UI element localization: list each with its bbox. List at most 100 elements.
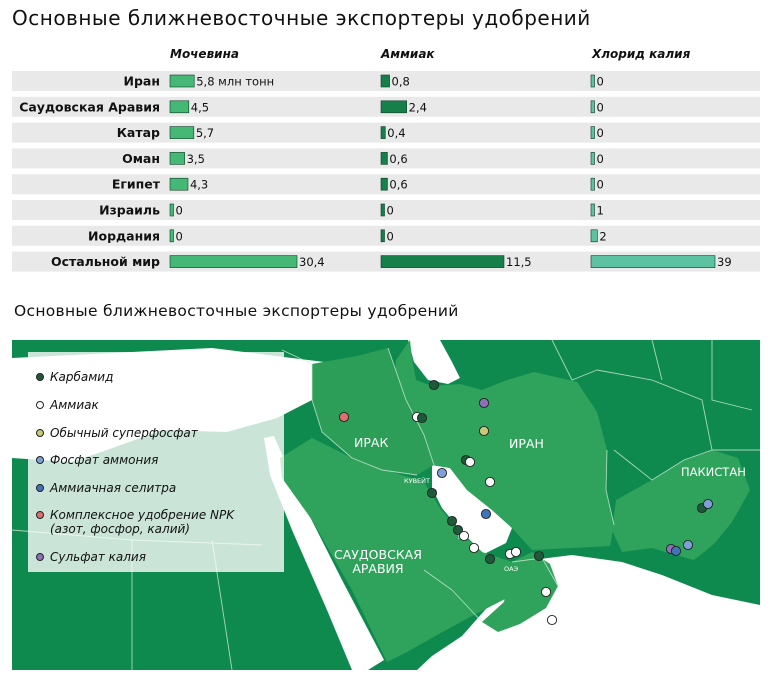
category-label: Оман — [122, 151, 160, 166]
legend-label: Фосфат аммония — [50, 453, 159, 467]
bar-chart: Иран 5,8 млн тонн 0,8 0 Саудовская Аравия 4,5… — [12, 71, 760, 272]
plant-marker — [446, 515, 458, 527]
plant-marker — [478, 397, 490, 409]
plant-marker — [510, 546, 522, 558]
oman-land — [482, 552, 558, 632]
category-label: Иордания — [88, 228, 160, 243]
bar-1 — [380, 74, 390, 88]
legend-swatch — [36, 429, 44, 437]
bar-1 — [380, 229, 385, 243]
label-pakistan: ПАКИСТАН — [681, 465, 746, 479]
bar-value-label: 4,3 — [190, 178, 208, 192]
bar-value-label: 5,8 млн тонн — [196, 75, 274, 89]
bar-value-label: 0 — [597, 178, 604, 192]
bar-value-label: 0,4 — [387, 126, 405, 140]
bar-value-label: 0,8 — [392, 75, 410, 89]
category-label: Остальной мир — [51, 254, 160, 269]
plant-marker — [426, 487, 438, 499]
label-iraq: ИРАК — [354, 435, 389, 450]
bar-0 — [169, 255, 298, 268]
plant-marker — [416, 412, 428, 424]
label-kuwait: КУВЕЙТ — [404, 477, 430, 485]
persian-gulf — [432, 465, 512, 554]
plant-marker — [452, 524, 464, 536]
bar-2 — [590, 74, 595, 88]
plant-marker — [540, 586, 552, 598]
category-label: Израиль — [99, 203, 160, 218]
plant-marker — [480, 508, 492, 520]
bar-value-label: 0 — [387, 204, 394, 218]
bar-1 — [380, 126, 386, 139]
legend-label: Сульфат калия — [50, 550, 146, 564]
bar-2 — [590, 177, 595, 191]
bar-value-label: 4,5 — [191, 100, 209, 114]
category-label: Саудовская Аравия — [19, 99, 160, 114]
bar-0 — [169, 177, 189, 191]
label-saudi-arabia: САУДОВСКАЯ АРАВИЯ — [334, 547, 422, 576]
bar-0 — [169, 229, 174, 243]
bar-value-label: 5,7 — [196, 126, 214, 140]
bar-2 — [590, 152, 595, 165]
series-header-urea: Мочевина — [170, 47, 239, 61]
bar-value-label: 30,4 — [299, 255, 325, 269]
pakistan-land — [612, 450, 750, 560]
series-header-potash: Хлорид калия — [592, 47, 691, 61]
bar-1 — [380, 152, 388, 165]
plant-marker — [338, 411, 350, 423]
plant-marker — [458, 530, 470, 542]
bar-value-label: 0 — [387, 229, 394, 243]
bar-0 — [169, 152, 185, 165]
fertilizer-map: ИРАК ИРАН САУДОВСКАЯ АРАВИЯ ПАКИСТАН КУВ… — [12, 340, 760, 670]
plant-marker — [702, 498, 714, 510]
caspian-sea — [408, 340, 460, 384]
bar-value-label: 0 — [597, 126, 604, 140]
plant-marker — [682, 539, 694, 551]
bar-1 — [380, 100, 407, 114]
legend-label: Обычный суперфосфат — [50, 426, 198, 440]
legend-swatch — [36, 373, 44, 381]
legend-label: Комплексное удобрение NPK (азот, фосфор,… — [50, 508, 235, 536]
bar-2 — [590, 203, 595, 217]
bar-2 — [590, 100, 595, 114]
plant-marker — [670, 545, 682, 557]
bar-1 — [380, 177, 388, 191]
legend-swatch — [36, 484, 44, 492]
iran-land — [394, 340, 614, 550]
bar-value-label: 39 — [717, 255, 732, 269]
chart-title: Основные ближневосточные экспортеры удоб… — [12, 6, 591, 30]
label-iran: ИРАН — [509, 436, 544, 451]
bar-0 — [169, 126, 195, 139]
category-label: Иран — [124, 74, 160, 89]
bar-0 — [169, 203, 174, 217]
row-background — [12, 200, 760, 220]
label-uae: ОАЭ — [504, 565, 519, 573]
map-legend: Карбамид Аммиак Обычный суперфосфат Фосфат … — [28, 352, 284, 572]
row-background — [12, 122, 760, 143]
map-title: Основные ближневосточные экспортеры удоб… — [14, 302, 459, 320]
legend-swatch — [36, 553, 44, 561]
bar-value-label: 0,6 — [389, 152, 407, 166]
iraq-land — [312, 348, 434, 475]
bar-0 — [169, 100, 190, 114]
category-label: Катар — [117, 125, 160, 140]
row-background — [12, 225, 760, 246]
bar-value-label: 11,5 — [506, 255, 532, 269]
legend-label: Аммиак — [50, 398, 99, 412]
bar-value-label: 1 — [597, 204, 604, 218]
bar-1 — [380, 255, 505, 268]
bar-value-label: 0 — [176, 204, 183, 218]
legend-label: Карбамид — [50, 370, 114, 384]
bar-2 — [590, 255, 716, 268]
bar-value-label: 0 — [597, 152, 604, 166]
plant-marker — [484, 476, 496, 488]
bar-value-label: 0 — [597, 75, 604, 89]
bar-2 — [590, 126, 595, 139]
bar-2 — [590, 229, 598, 243]
legend-swatch — [36, 401, 44, 409]
plant-marker — [478, 425, 490, 437]
bar-value-label: 2 — [599, 229, 606, 243]
legend-label: Аммиачная селитра — [50, 481, 177, 495]
bar-value-label: 0,6 — [389, 178, 407, 192]
series-header-ammonia: Аммиак — [381, 47, 435, 61]
plant-marker — [468, 542, 480, 554]
